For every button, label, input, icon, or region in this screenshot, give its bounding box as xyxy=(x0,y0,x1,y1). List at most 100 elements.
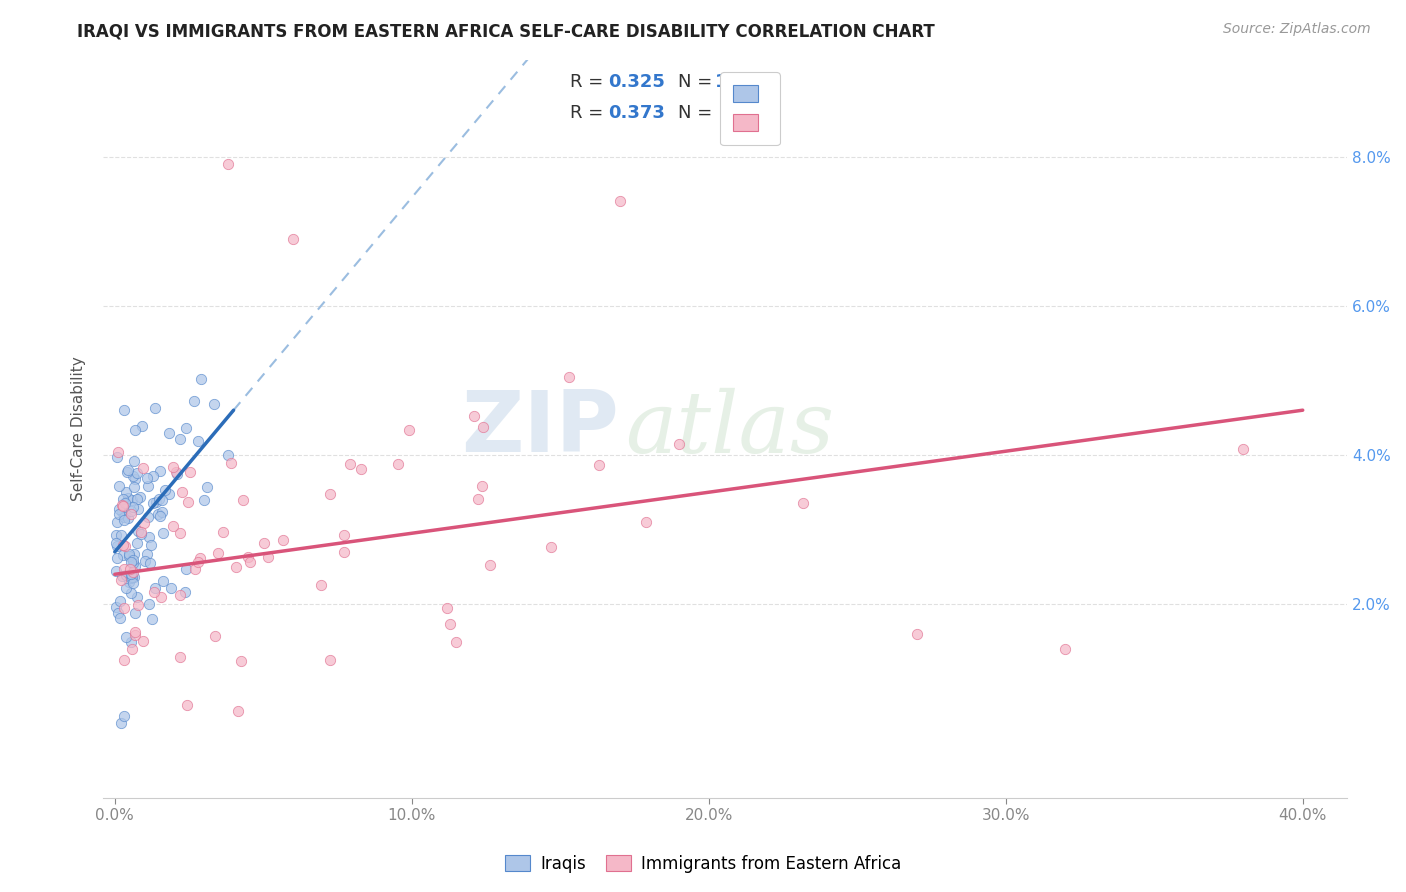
Point xyxy=(117,463,139,477)
Point xyxy=(110,569,132,583)
Point xyxy=(120,586,142,600)
Point xyxy=(152,574,174,589)
Point xyxy=(148,491,170,506)
Point xyxy=(120,635,142,649)
Point xyxy=(124,624,146,639)
Point xyxy=(162,519,184,533)
Point xyxy=(136,510,159,524)
Point xyxy=(105,515,128,529)
Point xyxy=(311,577,333,591)
Point xyxy=(115,567,138,582)
Point xyxy=(1054,641,1077,656)
Point xyxy=(135,547,157,561)
Point xyxy=(231,654,253,668)
Point xyxy=(217,157,239,171)
Point xyxy=(112,653,135,667)
Text: 72: 72 xyxy=(716,103,747,122)
Point xyxy=(142,469,165,483)
Point xyxy=(135,471,157,485)
Point xyxy=(238,555,260,569)
Point xyxy=(387,457,409,471)
Point xyxy=(110,716,132,731)
Point xyxy=(131,527,153,541)
Point xyxy=(129,525,152,540)
Point xyxy=(157,487,180,501)
Point xyxy=(138,597,160,611)
Point xyxy=(558,369,581,384)
Point xyxy=(319,487,342,501)
Point xyxy=(124,607,146,621)
Point xyxy=(187,434,209,448)
Point xyxy=(141,612,163,626)
Point xyxy=(131,419,153,434)
Point xyxy=(111,538,134,552)
Text: Source: ZipAtlas.com: Source: ZipAtlas.com xyxy=(1223,22,1371,37)
Y-axis label: Self-Care Disability: Self-Care Disability xyxy=(72,357,86,501)
Point xyxy=(236,550,259,565)
Point xyxy=(145,494,167,508)
Point xyxy=(110,573,132,587)
Point xyxy=(105,539,128,553)
Text: N =: N = xyxy=(678,103,718,122)
Point xyxy=(143,585,166,599)
Text: IRAQI VS IMMIGRANTS FROM EASTERN AFRICA SELF-CARE DISABILITY CORRELATION CHART: IRAQI VS IMMIGRANTS FROM EASTERN AFRICA … xyxy=(77,22,935,40)
Text: atlas: atlas xyxy=(626,387,835,470)
Point xyxy=(479,558,502,573)
Point xyxy=(112,601,135,615)
Point xyxy=(122,480,145,494)
Point xyxy=(190,372,212,386)
Text: 104: 104 xyxy=(716,73,752,91)
Point xyxy=(104,600,127,615)
Point xyxy=(152,525,174,540)
Point xyxy=(122,453,145,467)
Point xyxy=(115,484,138,499)
Point xyxy=(169,588,191,602)
Point xyxy=(179,465,201,479)
Point xyxy=(108,594,131,608)
Point xyxy=(111,548,134,562)
Point xyxy=(129,490,152,504)
Point xyxy=(318,653,340,667)
Point xyxy=(111,491,134,506)
Point xyxy=(169,526,191,541)
Point xyxy=(219,457,242,471)
Point xyxy=(122,570,145,584)
Point xyxy=(134,554,156,568)
Point xyxy=(174,421,197,435)
Point xyxy=(122,547,145,561)
Point xyxy=(111,498,134,512)
Point xyxy=(184,562,207,576)
Point xyxy=(117,465,139,479)
Point xyxy=(149,590,172,604)
Point xyxy=(122,576,145,591)
Point xyxy=(471,479,494,493)
Point xyxy=(193,492,215,507)
Point xyxy=(273,533,295,548)
Point xyxy=(153,483,176,497)
Point xyxy=(114,539,136,553)
Text: R =: R = xyxy=(569,103,609,122)
Legend: Iraqis, Immigrants from Eastern Africa: Iraqis, Immigrants from Eastern Africa xyxy=(498,848,908,880)
Point xyxy=(117,547,139,561)
Point xyxy=(162,460,184,475)
Point xyxy=(134,516,156,530)
Point xyxy=(141,537,163,551)
Point xyxy=(588,458,610,473)
Point xyxy=(174,562,197,576)
Point xyxy=(1232,442,1254,456)
Point xyxy=(105,535,128,549)
Point xyxy=(112,513,135,527)
Point xyxy=(124,628,146,642)
Point xyxy=(108,479,131,493)
Text: ZIP: ZIP xyxy=(461,387,619,470)
Point xyxy=(202,397,225,411)
Point xyxy=(124,472,146,486)
Point xyxy=(141,496,163,510)
Point xyxy=(187,555,209,569)
Point xyxy=(792,496,814,510)
Point xyxy=(183,393,205,408)
Point xyxy=(225,560,247,574)
Point xyxy=(125,535,148,549)
Point xyxy=(177,495,200,509)
Point xyxy=(121,469,143,483)
